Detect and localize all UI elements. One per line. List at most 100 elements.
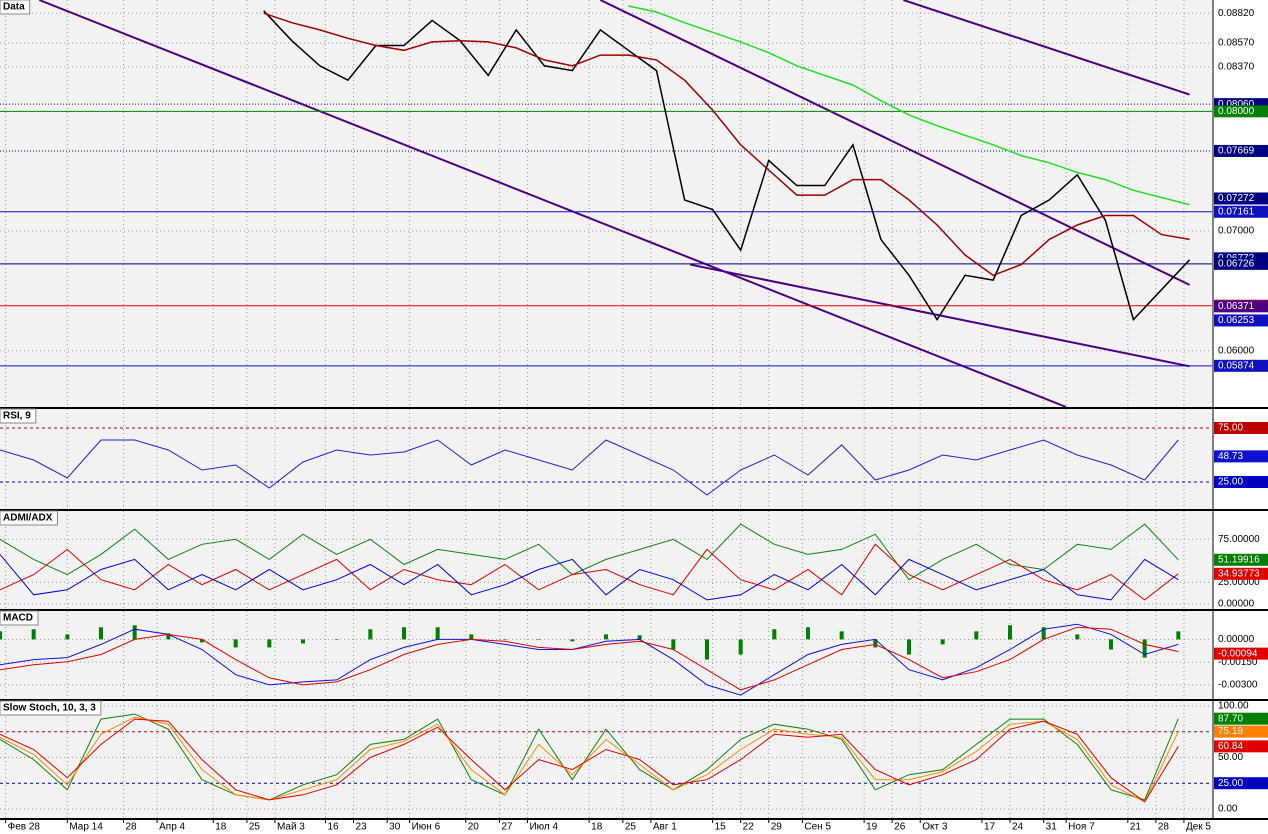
level-label: 25.00 — [1218, 477, 1243, 488]
panel-title: ADMI/ADX — [3, 513, 53, 524]
histogram-bar — [1142, 639, 1147, 658]
level-label-box — [1214, 359, 1268, 372]
level-label-box — [1214, 105, 1268, 118]
series-line — [0, 439, 1179, 496]
level-label: 25.00 — [1218, 778, 1243, 789]
x-tick-label: Фев 28 — [8, 822, 41, 833]
histogram-bar — [166, 633, 171, 640]
y-tick-label: 0.08820 — [1218, 8, 1255, 19]
series-line — [263, 12, 1190, 277]
level-label: 0.05874 — [1218, 360, 1255, 371]
histogram-bar — [772, 629, 777, 640]
x-tick-label: Ноя 7 — [1068, 822, 1095, 833]
panel-title-box — [0, 610, 39, 626]
level-label: 0.08060 — [1218, 99, 1255, 110]
level-label-box — [1214, 647, 1268, 660]
level-label-box — [1214, 567, 1268, 580]
y-tick-label: 0.00000 — [1218, 634, 1255, 645]
y-tick-label: 0.06000 — [1218, 345, 1255, 356]
x-tick-label: 18 — [215, 822, 227, 833]
histogram-bar — [1176, 631, 1181, 640]
panel-title: Slow Stoch, 10, 3, 3 — [3, 703, 96, 714]
x-tick-label: 20 — [468, 822, 480, 833]
histogram-bar — [705, 639, 709, 660]
x-tick-label: 19 — [866, 822, 878, 833]
trendline — [38, 0, 1067, 408]
histogram-bar — [738, 639, 743, 655]
level-label: 0.07272 — [1218, 193, 1255, 204]
level-label-box — [1214, 422, 1268, 435]
histogram-bar — [0, 631, 2, 640]
histogram-bar — [301, 639, 305, 644]
y-tick-label: -0.00300 — [1218, 680, 1258, 691]
x-tick-label: 25 — [625, 822, 637, 833]
plot-area — [0, 0, 1212, 407]
histogram-bar — [334, 639, 339, 640]
x-tick-label: 16 — [327, 822, 339, 833]
x-tick-label: 27 — [501, 822, 513, 833]
histogram-bar — [435, 627, 440, 640]
x-tick-label: 18 — [591, 822, 603, 833]
x-tick-label: Июн 6 — [412, 822, 441, 833]
level-label: 87.70 — [1218, 713, 1243, 724]
level-label: 0.08000 — [1218, 106, 1255, 117]
x-tick-label: Июл 4 — [529, 822, 558, 833]
level-label: 48.73 — [1218, 451, 1243, 462]
series-line — [0, 554, 1179, 601]
series-line — [0, 523, 1179, 581]
level-label-box — [1214, 144, 1268, 157]
x-tick-label: 21 — [1130, 822, 1142, 833]
series-line — [0, 623, 1179, 696]
x-tick-label: 25 — [249, 822, 261, 833]
series-line — [628, 5, 1190, 206]
level-label: 0.07161 — [1218, 206, 1255, 217]
level-label: 60.84 — [1218, 741, 1243, 752]
x-tick-label: Сен 5 — [804, 822, 831, 833]
plot-area — [0, 409, 1212, 509]
x-tick-label: Авг 1 — [653, 822, 677, 833]
series-line — [0, 713, 1179, 801]
level-label-box — [1214, 712, 1268, 725]
level-label: -0.00094 — [1218, 648, 1258, 659]
level-label-box — [1214, 192, 1268, 205]
histogram-bar — [839, 631, 844, 640]
plot-area — [0, 701, 1212, 818]
x-tick-label: Мар 14 — [69, 822, 103, 833]
x-tick-label: 28 — [1158, 822, 1170, 833]
y-tick-label: 0.08370 — [1218, 62, 1255, 73]
y-tick-label: 75.00000 — [1218, 534, 1260, 545]
series-line — [0, 626, 1179, 691]
panel-title: Data — [3, 2, 25, 13]
series-line — [0, 716, 1179, 803]
panel-title-box — [0, 700, 102, 716]
x-tick-label: 29 — [771, 822, 783, 833]
histogram-bar — [671, 639, 676, 650]
histogram-bar — [31, 629, 36, 640]
histogram-bar — [1008, 625, 1012, 640]
y-tick-label: 100.00 — [1218, 701, 1249, 712]
y-tick-label: 0.00000 — [1218, 599, 1255, 610]
histogram-bar — [469, 634, 474, 640]
level-label: 51.19916 — [1218, 554, 1260, 565]
series-line — [0, 718, 1179, 803]
histogram-bar — [99, 627, 103, 640]
series-line — [263, 10, 1191, 322]
histogram-bar — [65, 634, 70, 640]
y-tick-label: 0.07000 — [1218, 226, 1255, 237]
level-label: 0.06371 — [1218, 301, 1255, 312]
panel-title: RSI, 9 — [3, 411, 31, 422]
trendline — [599, 0, 1190, 286]
x-tick-label: Май 3 — [277, 822, 305, 833]
histogram-bar — [1075, 634, 1080, 640]
x-tick-label: 24 — [1012, 822, 1024, 833]
level-label: 75.00 — [1218, 423, 1243, 434]
series-line — [0, 543, 1179, 601]
x-tick-label: 17 — [984, 822, 996, 833]
x-tick-label: 23 — [356, 822, 368, 833]
level-label-box — [1214, 450, 1268, 463]
histogram-bar — [974, 631, 979, 640]
level-label-box — [1214, 725, 1268, 738]
x-tick-label: Окт 3 — [922, 822, 948, 833]
x-tick-label: 15 — [715, 822, 727, 833]
